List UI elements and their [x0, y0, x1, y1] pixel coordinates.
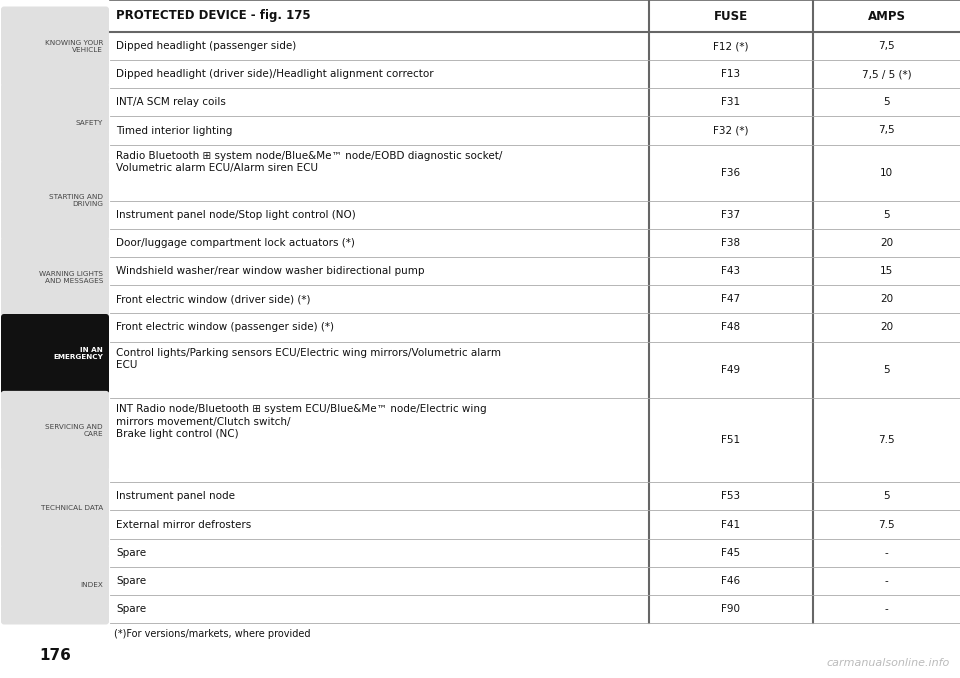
Text: carmanualsonline.info: carmanualsonline.info — [827, 658, 950, 668]
Text: Front electric window (driver side) (*): Front electric window (driver side) (*) — [116, 294, 310, 304]
FancyBboxPatch shape — [1, 83, 109, 163]
Text: INDEX: INDEX — [80, 582, 103, 588]
Text: 20: 20 — [880, 294, 893, 304]
Text: INT Radio node/Bluetooth ⊞ system ECU/Blue&Me™ node/Electric wing
mirrors moveme: INT Radio node/Bluetooth ⊞ system ECU/Bl… — [116, 404, 487, 439]
Text: F43: F43 — [721, 266, 740, 276]
FancyBboxPatch shape — [1, 237, 109, 317]
FancyBboxPatch shape — [1, 314, 109, 394]
Text: 5: 5 — [883, 492, 890, 501]
Text: Instrument panel node/Stop light control (NO): Instrument panel node/Stop light control… — [116, 210, 356, 220]
Text: 10: 10 — [880, 167, 893, 178]
Text: 7.5: 7.5 — [878, 519, 895, 530]
Text: FUSE: FUSE — [714, 9, 748, 22]
Text: F12 (*): F12 (*) — [713, 41, 749, 51]
Text: WARNING LIGHTS
AND MESSAGES: WARNING LIGHTS AND MESSAGES — [39, 271, 103, 283]
Text: Door/luggage compartment lock actuators (*): Door/luggage compartment lock actuators … — [116, 238, 355, 248]
Text: External mirror defrosters: External mirror defrosters — [116, 519, 252, 530]
FancyBboxPatch shape — [1, 160, 109, 240]
Text: F46: F46 — [721, 576, 740, 586]
Text: Windshield washer/rear window washer bidirectional pump: Windshield washer/rear window washer bid… — [116, 266, 424, 276]
FancyBboxPatch shape — [1, 7, 109, 86]
FancyBboxPatch shape — [1, 468, 109, 548]
Text: F13: F13 — [721, 69, 740, 79]
Text: F38: F38 — [721, 238, 740, 248]
Text: AMPS: AMPS — [868, 9, 905, 22]
Text: F32 (*): F32 (*) — [713, 125, 749, 136]
Text: Radio Bluetooth ⊞ system node/Blue&Me™ node/EOBD diagnostic socket/
Volumetric a: Radio Bluetooth ⊞ system node/Blue&Me™ n… — [116, 151, 502, 174]
Text: Spare: Spare — [116, 548, 146, 557]
Text: Dipped headlight (driver side)/Headlight alignment corrector: Dipped headlight (driver side)/Headlight… — [116, 69, 434, 79]
Text: F41: F41 — [721, 519, 740, 530]
Text: F36: F36 — [721, 167, 740, 178]
Text: INT/A SCM relay coils: INT/A SCM relay coils — [116, 98, 226, 107]
Text: 7,5 / 5 (*): 7,5 / 5 (*) — [862, 69, 911, 79]
Text: F48: F48 — [721, 323, 740, 332]
FancyBboxPatch shape — [1, 391, 109, 471]
Text: TECHNICAL DATA: TECHNICAL DATA — [40, 504, 103, 511]
Text: 7,5: 7,5 — [878, 125, 895, 136]
Text: 7.5: 7.5 — [878, 435, 895, 445]
Text: F31: F31 — [721, 98, 740, 107]
Text: (*)For versions/markets, where provided: (*)For versions/markets, where provided — [114, 629, 310, 639]
Text: F53: F53 — [721, 492, 740, 501]
Text: 5: 5 — [883, 365, 890, 375]
Text: SERVICING AND
CARE: SERVICING AND CARE — [45, 424, 103, 437]
Text: 20: 20 — [880, 238, 893, 248]
Text: Control lights/Parking sensors ECU/Electric wing mirrors/Volumetric alarm
ECU: Control lights/Parking sensors ECU/Elect… — [116, 348, 501, 370]
Text: F51: F51 — [721, 435, 740, 445]
Text: Front electric window (passenger side) (*): Front electric window (passenger side) (… — [116, 323, 334, 332]
Text: 15: 15 — [880, 266, 893, 276]
Text: F45: F45 — [721, 548, 740, 557]
Text: Timed interior lighting: Timed interior lighting — [116, 125, 232, 136]
Text: 5: 5 — [883, 210, 890, 220]
Text: KNOWING YOUR
VEHICLE: KNOWING YOUR VEHICLE — [44, 40, 103, 53]
Text: SAFETY: SAFETY — [76, 120, 103, 126]
Text: 176: 176 — [39, 648, 71, 664]
Text: -: - — [884, 576, 888, 586]
Text: IN AN
EMERGENCY: IN AN EMERGENCY — [53, 347, 103, 361]
Text: Dipped headlight (passenger side): Dipped headlight (passenger side) — [116, 41, 297, 51]
Text: Instrument panel node: Instrument panel node — [116, 492, 235, 501]
Text: PROTECTED DEVICE - fig. 175: PROTECTED DEVICE - fig. 175 — [116, 9, 311, 22]
Text: Spare: Spare — [116, 576, 146, 586]
Text: -: - — [884, 604, 888, 614]
FancyBboxPatch shape — [1, 544, 109, 624]
Text: 5: 5 — [883, 98, 890, 107]
Text: 7,5: 7,5 — [878, 41, 895, 51]
Text: F47: F47 — [721, 294, 740, 304]
Text: STARTING AND
DRIVING: STARTING AND DRIVING — [49, 194, 103, 207]
Text: -: - — [884, 548, 888, 557]
Text: 20: 20 — [880, 323, 893, 332]
Text: F90: F90 — [721, 604, 740, 614]
Text: F49: F49 — [721, 365, 740, 375]
Text: Spare: Spare — [116, 604, 146, 614]
Text: F37: F37 — [721, 210, 740, 220]
